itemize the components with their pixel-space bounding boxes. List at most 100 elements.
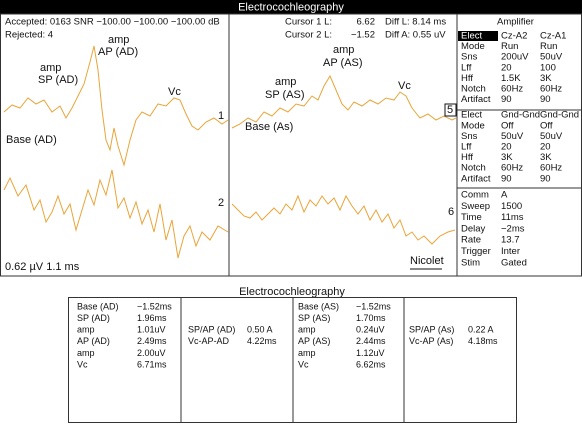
amp-cell: 60Hz (540, 84, 562, 95)
selected-cell (458, 31, 498, 41)
amp-cell: 1.5K (501, 73, 521, 84)
setting-cell: Rate (461, 235, 481, 246)
waveform-label: Base (As) (245, 121, 293, 133)
report-cell: 1.96ms (137, 313, 167, 323)
cursor-diff: Diff L: 8.14 ms (385, 17, 446, 28)
report-cell: 1.01uV (137, 325, 166, 335)
setting-cell: Inter (501, 246, 520, 257)
report-cell: SP/AP (AD) (188, 325, 235, 335)
waveform-label: 6 (448, 206, 454, 218)
report-cell: SP/AP (As) (409, 325, 454, 335)
amp-cell: 60Hz (501, 84, 523, 95)
setting-cell: Time (461, 212, 482, 223)
display-title: Electrocochleography (238, 1, 344, 13)
report-cell: AP (AS) (298, 336, 330, 346)
amp-cell: Run (501, 41, 518, 52)
waveform-label: 5 (447, 104, 453, 116)
report-cell: 2.49ms (137, 336, 167, 346)
amp-cell: 100 (540, 62, 556, 73)
amp-cell: 90 (501, 94, 512, 105)
display-frame (0, 13, 582, 277)
report-cell: 1.12uV (356, 348, 385, 358)
report-cell: Vc-AP (As) (409, 336, 453, 346)
report-cell: SP (AD) (77, 313, 110, 323)
setting-cell: Trigger (461, 246, 491, 257)
report-cell: 2.44ms (356, 336, 386, 346)
waveform (3, 45, 229, 167)
amp-cell: Cz-A2 (501, 31, 527, 42)
amp-cell: Gnd-Gnd (540, 110, 579, 121)
setting-cell: 11ms (501, 212, 524, 223)
waveform (3, 169, 229, 259)
setting-cell: Stim (461, 257, 480, 268)
amp-cell: Artifact (461, 94, 491, 105)
waveform-label: 1 (218, 110, 224, 122)
report-cell: Vc (77, 359, 88, 369)
report-cell: Vc-AP-AD (188, 336, 230, 346)
setting-cell: A (501, 190, 508, 201)
amp-cell: Off (501, 120, 514, 131)
amp-cell: Notch (461, 84, 486, 95)
waveform-label: amp (108, 34, 129, 46)
amp-cell: 3K (501, 152, 513, 163)
report-cell: amp (298, 348, 316, 358)
waveform-label: Base (AD) (6, 134, 57, 146)
cursor-value: −1.52 (351, 30, 375, 41)
report-cell: Base (AD) (77, 301, 119, 311)
report-cell: 4.18ms (468, 336, 498, 346)
amp-cell: Cz-A1 (540, 31, 566, 42)
amp-cell: 50uV (501, 131, 524, 142)
amp-cell: Run (540, 41, 557, 52)
waveform (231, 194, 456, 245)
amp-cell: 200uV (501, 52, 529, 63)
cursor-value: 6.62 (357, 17, 376, 28)
amp-cell: 90 (501, 173, 512, 184)
report-cell: AP (AD) (77, 336, 110, 346)
report-cell: 6.71ms (137, 359, 167, 369)
report-cell: −1.52ms (137, 301, 172, 311)
setting-cell: Gated (501, 257, 527, 268)
amp-cell: Elect (461, 110, 482, 121)
amp-cell: 50uV (540, 131, 563, 142)
report-cell: amp (77, 325, 95, 335)
amp-cell: 60Hz (501, 163, 523, 174)
report-cell: 1.70ms (356, 313, 386, 323)
amp-cell: Artifact (461, 173, 491, 184)
amp-cell: 20 (540, 142, 551, 153)
amp-cell: Lff (461, 142, 472, 153)
setting-cell: Delay (461, 223, 486, 234)
waveform-label: AP (AD) (98, 46, 138, 58)
report-cell: 4.22ms (247, 336, 277, 346)
setting-cell: 13.7 (501, 235, 520, 246)
waveform-label: 2 (218, 197, 224, 209)
waveform-label: SP (AD) (38, 74, 78, 86)
cursor-label: Cursor 2 L: (285, 30, 332, 41)
status-line: Accepted: 0163 SNR −100.00 −100.00 −100.… (5, 17, 220, 28)
waveform-label: amp (333, 44, 354, 56)
scale-label: 0.62 µV 1.1 ms (5, 261, 80, 273)
cursor-label: Cursor 1 L: (285, 17, 332, 28)
waveform-label: AP (AS) (323, 57, 363, 69)
amp-cell: 90 (540, 94, 551, 105)
amp-cell: Elect (461, 31, 482, 42)
title-bar (0, 0, 582, 14)
report-cell: amp (77, 348, 95, 358)
report-cell: −1.52ms (356, 301, 391, 311)
amp-cell: Gnd-Gnd (501, 110, 540, 121)
report-cell: SP (AS) (298, 313, 330, 323)
report-cell: 0.24uV (356, 325, 385, 335)
brand: Nicolet (410, 255, 444, 267)
report-cell: 6.62ms (356, 359, 386, 369)
amp-cell: 90 (540, 173, 551, 184)
waveform-label: SP (AS) (265, 89, 305, 101)
cursor-diff: Diff A: 0.55 uV (385, 30, 446, 41)
amp-cell: Off (540, 120, 553, 131)
report-cell: amp (298, 325, 316, 335)
report-cell: 0.22 A (468, 325, 494, 335)
amp-cell: Notch (461, 163, 486, 174)
marker-box (444, 103, 457, 117)
amp-cell: Lff (461, 62, 472, 73)
report-cell: 2.00uV (137, 348, 166, 358)
amp-cell: Mode (461, 41, 485, 52)
